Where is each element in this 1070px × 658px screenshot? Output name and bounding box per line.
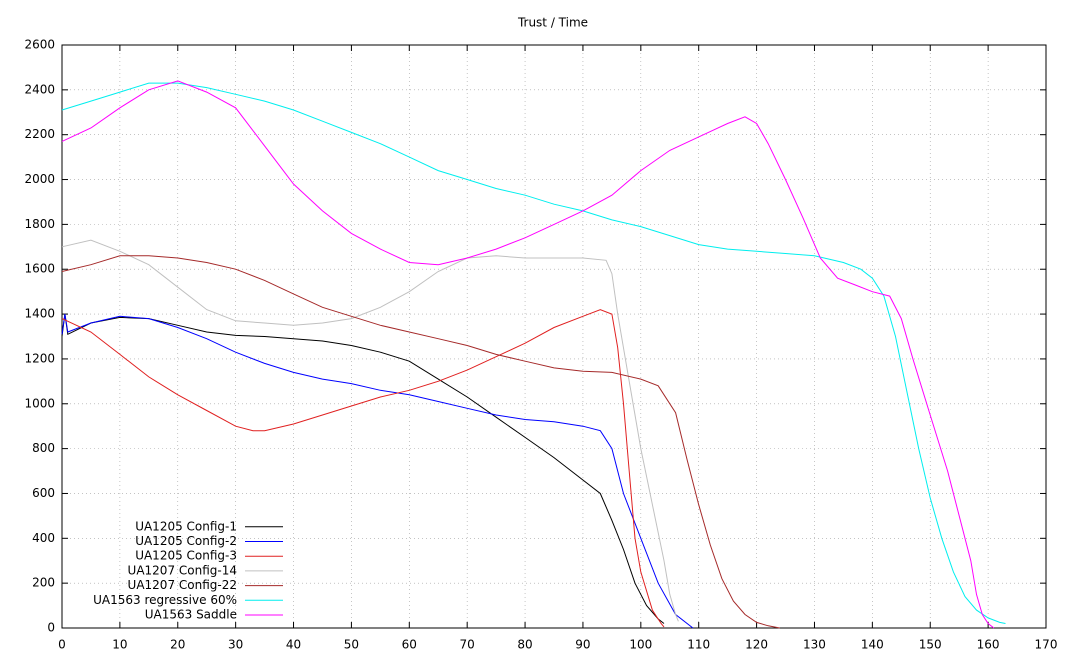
x-tick-label: 100: [629, 638, 652, 652]
x-tick-label: 110: [687, 638, 710, 652]
x-tick-label: 60: [402, 638, 417, 652]
y-tick-label: 200: [32, 576, 55, 590]
legend-label: UA1207 Config-14: [128, 563, 237, 577]
x-tick-label: 120: [745, 638, 768, 652]
series-line: [61, 314, 665, 624]
y-tick-label: 400: [32, 531, 55, 545]
chart-title: Trust / Time: [517, 16, 588, 30]
y-tick-label: 2000: [24, 172, 55, 186]
series-line: [61, 82, 1006, 624]
y-tick-label: 1400: [24, 307, 55, 321]
x-tick-label: 140: [861, 638, 884, 652]
legend-label: UA1207 Config-22: [128, 578, 237, 592]
x-tick-label: 130: [803, 638, 826, 652]
x-tick-label: 0: [58, 638, 66, 652]
x-tick-label: 170: [1035, 638, 1058, 652]
y-tick-label: 600: [32, 486, 55, 500]
series-line: [61, 255, 780, 629]
x-tick-label: 150: [919, 638, 942, 652]
y-tick-label: 2600: [24, 38, 55, 52]
x-tick-label: 80: [517, 638, 532, 652]
y-tick-label: 1600: [24, 262, 55, 276]
series-line: [61, 314, 694, 629]
x-tick-label: 50: [344, 638, 359, 652]
y-tick-label: 2200: [24, 127, 55, 141]
legend-label: UA1563 Saddle: [145, 608, 237, 622]
series-line: [61, 309, 665, 628]
x-tick-label: 30: [228, 638, 243, 652]
legend-label: UA1205 Config-2: [135, 534, 237, 548]
x-tick-label: 70: [460, 638, 475, 652]
y-tick-label: 800: [32, 441, 55, 455]
x-tick-label: 20: [170, 638, 185, 652]
legend-label: UA1205 Config-1: [135, 519, 237, 533]
y-tick-label: 2400: [24, 82, 55, 96]
legend-label: UA1563 regressive 60%: [93, 593, 237, 607]
x-tick-label: 40: [286, 638, 301, 652]
y-tick-label: 0: [47, 621, 55, 635]
y-tick-label: 1800: [24, 217, 55, 231]
series-line: [61, 80, 995, 629]
legend-label: UA1205 Config-3: [135, 549, 237, 563]
x-tick-label: 90: [575, 638, 590, 652]
y-tick-label: 1000: [24, 396, 55, 410]
x-tick-label: 10: [112, 638, 127, 652]
x-tick-label: 160: [977, 638, 1000, 652]
y-tick-label: 1200: [24, 351, 55, 365]
